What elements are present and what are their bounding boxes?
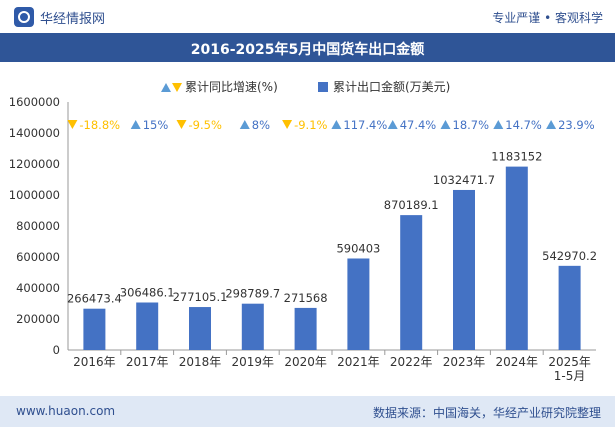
growth-down-triangle-icon	[176, 120, 187, 129]
y-tick-label: 1200000	[9, 157, 60, 171]
growth-value-label: 18.7%	[453, 118, 490, 132]
x-tick-label: 2022年	[390, 355, 433, 369]
growth-up-triangle-icon	[130, 120, 141, 129]
tagline: 专业严谨 • 客观科学	[492, 11, 603, 25]
footer: www.huaon.com 数据来源：中国海关，华经产业研究院整理	[0, 396, 615, 427]
x-tick-label: 2020年	[284, 355, 327, 369]
brand-name: 华经情报网	[40, 11, 106, 27]
growth-value-label: 14.7%	[505, 118, 542, 132]
y-tick-label: 0	[53, 343, 60, 357]
top-header: 华经情报网 专业严谨 • 客观科学	[0, 0, 615, 33]
x-tick-label: 2017年	[126, 355, 169, 369]
bar-value-label: 1032471.7	[433, 173, 495, 187]
x-tick-label: 2018年	[179, 355, 222, 369]
growth-up-triangle-icon	[546, 120, 557, 129]
growth-up-triangle-icon	[493, 120, 504, 129]
y-tick-label: 200000	[16, 312, 60, 326]
bar	[400, 215, 423, 350]
bar-value-label: 1183152	[491, 150, 542, 164]
legend-down-triangle-icon	[172, 83, 182, 92]
x-tick-label: 2024年	[496, 355, 539, 369]
growth-value-label: 47.4%	[400, 118, 437, 132]
growth-value-label: -9.1%	[294, 118, 327, 132]
growth-up-triangle-icon	[331, 120, 342, 129]
bar-value-label: 542970.2	[542, 249, 597, 263]
bar-value-label: 590403	[336, 241, 380, 255]
y-ticks: 0 200000 400000 600000 800000 1000000 1200000 1…	[9, 95, 60, 357]
chart-title: 2016-2025年5月中国货车出口金额	[190, 42, 425, 58]
footer-source: 数据来源：中国海关，华经产业研究院整理	[372, 406, 601, 420]
bar-value-label: 870189.1	[384, 198, 439, 212]
bar-value-label: 271568	[284, 291, 328, 305]
growth-up-triangle-icon	[440, 120, 451, 129]
x-labels: 2016年 2017年 2018年 2019年 2020年 2021年 2022年 2023年…	[73, 350, 591, 383]
growth-value-label: -9.5%	[189, 118, 222, 132]
brand-logo-icon	[14, 7, 34, 27]
x-tick-label: 2023年	[443, 355, 486, 369]
legend-growth-label: 累计同比增速(%)	[185, 80, 278, 94]
growth-down-triangle-icon	[282, 120, 293, 129]
growth-value-label: -18.8%	[79, 118, 120, 132]
brand: 华经情报网	[14, 7, 105, 27]
growth-markers: -18.8% 15% -9.5% 8% -9.1% 117.4% 47.4% 18.7% 14.…	[67, 118, 595, 132]
growth-value-label: 23.9%	[558, 118, 595, 132]
legend-up-triangle-icon	[161, 83, 171, 92]
growth-value-label: 15%	[143, 118, 169, 132]
y-tick-label: 1600000	[9, 95, 60, 109]
y-tick-label: 400000	[16, 281, 60, 295]
x-tick-label: 1-5月	[554, 369, 586, 383]
x-tick-label: 2021年	[337, 355, 380, 369]
growth-up-triangle-icon	[239, 120, 250, 129]
title-bar: 2016-2025年5月中国货车出口金额	[0, 33, 615, 62]
growth-value-label: 8%	[252, 118, 270, 132]
footer-website: www.huaon.com	[16, 404, 116, 418]
bar	[453, 189, 475, 350]
bar	[189, 307, 211, 350]
growth-down-triangle-icon	[67, 120, 78, 129]
bar	[241, 303, 264, 350]
bar	[294, 307, 317, 350]
legend-bar-swatch	[318, 82, 328, 92]
bar	[136, 302, 159, 350]
growth-value-label: 117.4%	[343, 118, 387, 132]
x-tick-label: 2019年	[232, 355, 275, 369]
bar-value-label: 266473.4	[67, 292, 122, 306]
bar-value-label: 306486.1	[120, 285, 175, 299]
y-tick-label: 1000000	[9, 188, 60, 202]
y-tick-label: 1400000	[9, 126, 60, 140]
x-tick-label: 2016年	[73, 355, 116, 369]
bar-value-label: 298789.7	[225, 287, 280, 301]
growth-up-triangle-icon	[387, 120, 398, 129]
bars	[83, 166, 581, 350]
bar	[83, 308, 106, 350]
y-tick-label: 800000	[16, 219, 60, 233]
legend: 累计同比增速(%) 累计出口金额(万美元)	[161, 79, 450, 94]
bar	[347, 258, 370, 350]
bar	[558, 265, 581, 350]
bar-value-label: 277105.1	[173, 290, 228, 304]
legend-bar-label: 累计出口金额(万美元)	[333, 79, 450, 94]
y-tick-label: 600000	[16, 250, 60, 264]
bar	[505, 166, 528, 350]
x-tick-label: 2025年	[548, 355, 591, 369]
chart: 累计同比增速(%) 累计出口金额(万美元) 0 200000 400000 60000…	[9, 79, 597, 383]
